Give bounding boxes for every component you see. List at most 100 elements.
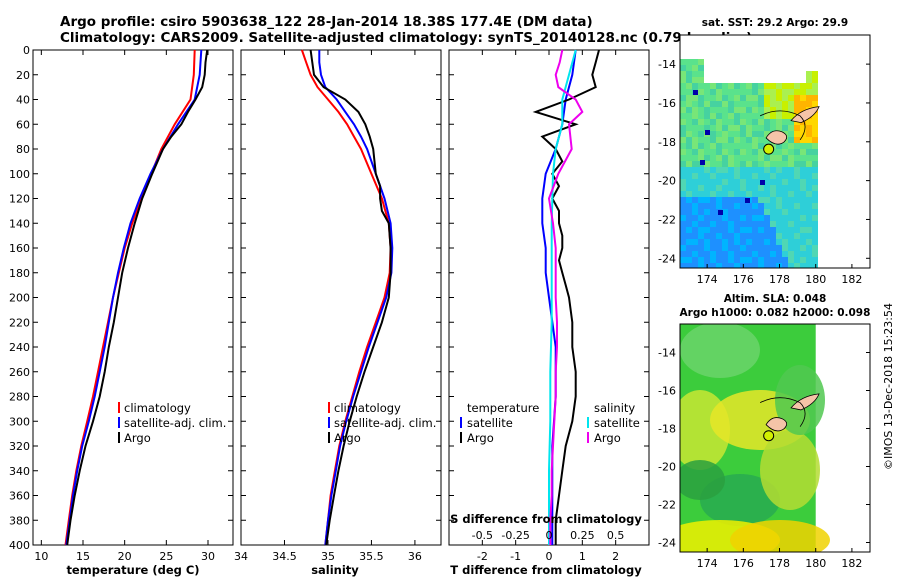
legend-argo-label: Argo (334, 431, 361, 445)
sst-cell (770, 251, 776, 257)
y-tick-label: 380 (9, 514, 30, 527)
sst-cell (758, 119, 764, 125)
sst-cell (794, 257, 800, 263)
x2-tick-label: -0.5 (472, 529, 493, 542)
sst-cell (764, 173, 770, 179)
sst-cell (692, 59, 698, 65)
sst-cell (710, 143, 716, 149)
sst-cell (728, 83, 734, 89)
sst-cell (734, 221, 740, 227)
sst-cell (758, 41, 764, 47)
sst-cell (698, 209, 704, 215)
sst-cell (764, 233, 770, 239)
sst-cell (776, 161, 782, 167)
sst-cell (770, 107, 776, 113)
sst-cell (722, 167, 728, 173)
sst-cell (734, 233, 740, 239)
sst-cell (734, 161, 740, 167)
sst-cell (752, 239, 758, 245)
sst-cell (710, 161, 716, 167)
sst-cell (746, 137, 752, 143)
sst-cell (800, 41, 806, 47)
sst-cell (686, 119, 692, 125)
sst-cell (710, 239, 716, 245)
sst-cell (758, 143, 764, 149)
sst-cell (686, 209, 692, 215)
x2-tick-label: -0.25 (501, 529, 529, 542)
sst-cell (794, 143, 800, 149)
sst-cell (692, 167, 698, 173)
sst-cell (698, 263, 704, 268)
sst-cell (716, 41, 722, 47)
sst-cell (722, 149, 728, 155)
sst-cell (740, 155, 746, 161)
sst-cell (788, 137, 794, 143)
sst-cell (716, 203, 722, 209)
sst-cell (758, 239, 764, 245)
y-tick-label: 200 (9, 292, 30, 305)
sst-cell (770, 167, 776, 173)
sst-cell (782, 263, 788, 268)
sst-cell (704, 239, 710, 245)
sst-cell (794, 107, 800, 113)
sst-cell (710, 101, 716, 107)
sst-cell (698, 47, 704, 53)
sst-cell (746, 65, 752, 71)
sst-cell (794, 239, 800, 245)
sst-cell (746, 143, 752, 149)
sst-cell (734, 197, 740, 203)
series-line-satellite-adj-clim- (318, 50, 394, 546)
sst-cell (806, 53, 812, 59)
map-y-tick-label: -20 (658, 175, 676, 188)
sst-cell (794, 47, 800, 53)
sst-cell (758, 209, 764, 215)
sst-cell (734, 209, 740, 215)
sst-cell (788, 203, 794, 209)
sst-cell (704, 203, 710, 209)
sst-cell (698, 179, 704, 185)
sst-cell (698, 131, 704, 137)
sst-map: 174 176 178 180 182 -14 -16 -18 -20 -22 -24 (658, 34, 871, 286)
sst-cell (782, 71, 788, 77)
sst-cell (716, 101, 722, 107)
sst-cell (710, 71, 716, 77)
sst-cell (740, 59, 746, 65)
x-tick-label: 2 (612, 550, 619, 563)
sst-cell (800, 131, 806, 137)
sst-cell (806, 41, 812, 47)
sst-cell (782, 47, 788, 53)
sst-cell (728, 95, 734, 101)
sst-cell (812, 113, 818, 119)
sst-cell (752, 197, 758, 203)
sst-cell (758, 251, 764, 257)
sst-cell (692, 107, 698, 113)
sst-cell (788, 251, 794, 257)
sst-cell (686, 191, 692, 197)
sst-cell (806, 155, 812, 161)
sst-cell (788, 227, 794, 233)
sst-cell (788, 119, 794, 125)
sst-cell (782, 173, 788, 179)
sst-cell (704, 53, 710, 59)
sst-cell (680, 197, 686, 203)
sst-cell (770, 65, 776, 71)
sst-cell (692, 113, 698, 119)
sst-cell (728, 59, 734, 65)
sst-cell (764, 65, 770, 71)
sst-cell (728, 47, 734, 53)
sst-cell (794, 101, 800, 107)
sst-cell (752, 203, 758, 209)
sst-cell (776, 179, 782, 185)
sst-cell (734, 185, 740, 191)
sst-cell (746, 89, 752, 95)
sst-cell (686, 167, 692, 173)
sst-cell (680, 239, 686, 245)
sst-cell (806, 71, 812, 77)
sst-cell (692, 131, 698, 137)
sst-cell (710, 131, 716, 137)
sst-cell (686, 83, 692, 89)
sst-cell (800, 143, 806, 149)
sst-cell (680, 215, 686, 221)
sst-cell (788, 245, 794, 251)
sst-cold-pixel (700, 160, 705, 165)
